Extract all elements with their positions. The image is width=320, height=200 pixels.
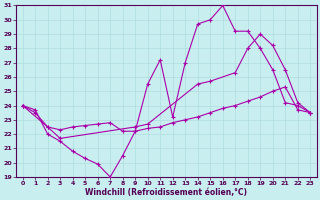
X-axis label: Windchill (Refroidissement éolien,°C): Windchill (Refroidissement éolien,°C): [85, 188, 247, 197]
